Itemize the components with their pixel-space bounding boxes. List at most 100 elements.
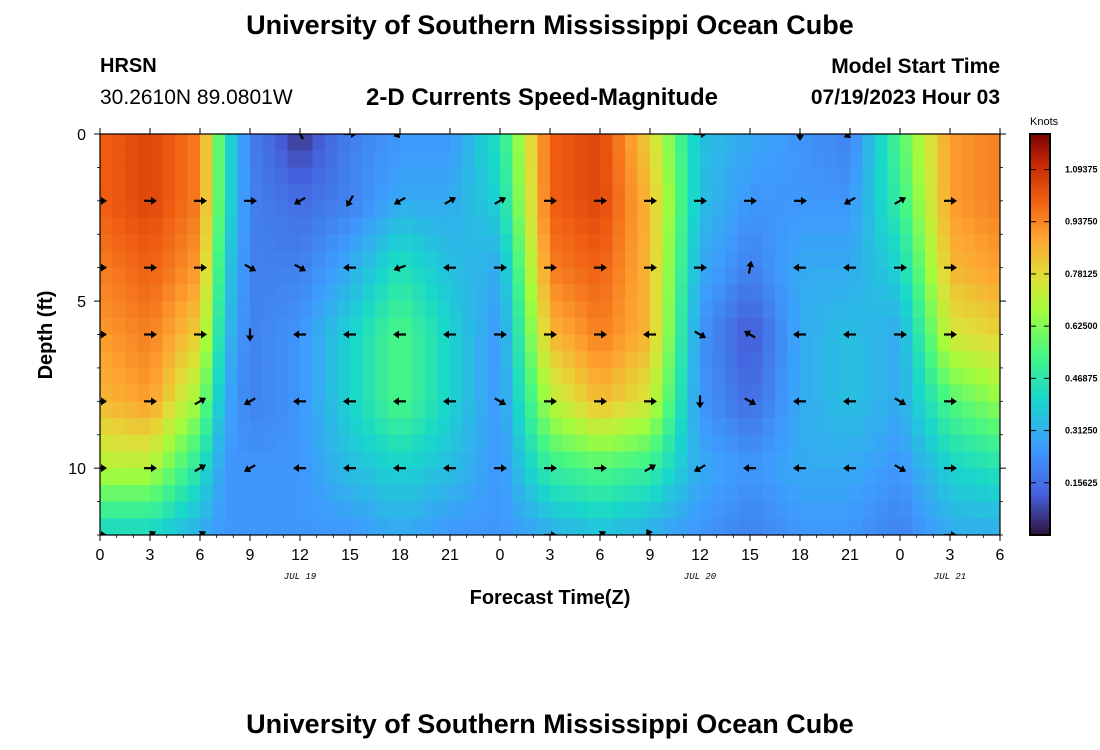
heatmap-cell [462,501,476,519]
heatmap-cell [100,334,114,352]
current-arrow [494,330,507,339]
heatmap-cell [262,250,276,269]
heatmap-cell [362,150,376,169]
heatmap-cell [737,200,751,219]
heatmap-cell [675,217,689,235]
heatmap-cell [850,401,864,419]
heatmap-cell [325,401,339,419]
heatmap-cell [925,200,939,219]
heatmap-cell [375,134,389,152]
heatmap-cell [587,401,601,419]
heatmap-cell [112,401,126,419]
heatmap-cell [762,418,776,436]
heatmap-cell [500,401,514,419]
heatmap-cell [762,234,776,252]
heatmap-cell [262,468,276,486]
heatmap-cell [875,317,889,336]
heatmap-cell [987,284,1000,302]
heatmap-cell [387,217,401,235]
current-arrow [293,330,306,339]
heatmap-cell [662,501,676,519]
heatmap-cell [950,351,964,369]
heatmap-cell [937,167,951,185]
heatmap-cell [362,217,376,235]
heatmap-cell [912,434,926,453]
heatmap-cell [300,367,314,386]
heatmap-cell [325,284,339,302]
current-arrow [194,464,207,473]
heatmap-cell [350,484,364,503]
heatmap-cell [337,334,351,352]
heatmap-cell [687,434,701,453]
heatmap-cell [687,184,701,202]
heatmap-cell [412,234,426,252]
heatmap-cell [737,384,751,402]
heatmap-cell [575,250,589,269]
heatmap-cell [462,351,476,369]
heatmap-cell [312,384,326,402]
heatmap-cell [400,184,414,202]
heatmap-cell [750,184,764,202]
heatmap-cell [962,501,976,519]
heatmap-cell [525,484,539,503]
heatmap-cell [762,134,776,152]
heatmap-cell [637,418,651,436]
heatmap-cell [487,167,501,185]
heatmap-cell [487,484,501,503]
heatmap-cell [925,217,939,235]
current-arrow [894,330,907,339]
heatmap-cell [362,351,376,369]
heatmap-cell [212,468,226,486]
heatmap-cell [825,351,839,369]
heatmap-cell [712,434,726,453]
heatmap-cell [725,367,739,386]
heatmap-cell [887,367,901,386]
heatmap-cell [875,250,889,269]
heatmap-cell [437,134,451,152]
heatmap-cell [650,317,664,336]
heatmap-cell [637,401,651,419]
heatmap-cell [975,301,989,319]
heatmap-cell [450,351,464,369]
heatmap-cell [300,200,314,219]
heatmap-cell [512,418,526,436]
heatmap-cell [237,468,251,486]
heatmap-cell [487,200,501,219]
heatmap-cell [287,451,301,469]
heatmap-cell [712,401,726,419]
heatmap-cell [187,484,201,503]
heatmap-cell [550,134,564,152]
heatmap-cell [500,434,514,453]
heatmap-cell [212,484,226,503]
heatmap-cell [150,284,164,302]
heatmap-cell [450,167,464,185]
current-arrow-head [651,196,657,205]
heatmap-cell [287,468,301,486]
heatmap-cell [687,367,701,386]
heatmap-cell [512,184,526,202]
heatmap-cell [362,317,376,336]
heatmap-cell [825,234,839,252]
heatmap-cell [512,334,526,352]
heatmap-cell [800,250,814,269]
heatmap-cell [400,234,414,252]
current-arrow-head [801,196,807,205]
heatmap-cell [262,434,276,453]
heatmap-cell [487,518,501,535]
heatmap-cell [312,434,326,453]
heatmap-cell [537,184,551,202]
current-arrow [743,464,756,473]
heatmap-cell [262,418,276,436]
heatmap-cell [625,284,639,302]
current-arrow-head [601,196,607,205]
current-arrow [100,196,107,205]
date-label: JUL 21 [934,572,966,582]
current-arrow [443,263,456,272]
heatmap-cell [550,468,564,486]
heatmap-cell [662,250,676,269]
heatmap-cell [187,384,201,402]
heatmap-cell [287,167,301,185]
heatmap-cell [387,401,401,419]
current-arrow [594,263,607,272]
heatmap-cell [700,150,714,169]
